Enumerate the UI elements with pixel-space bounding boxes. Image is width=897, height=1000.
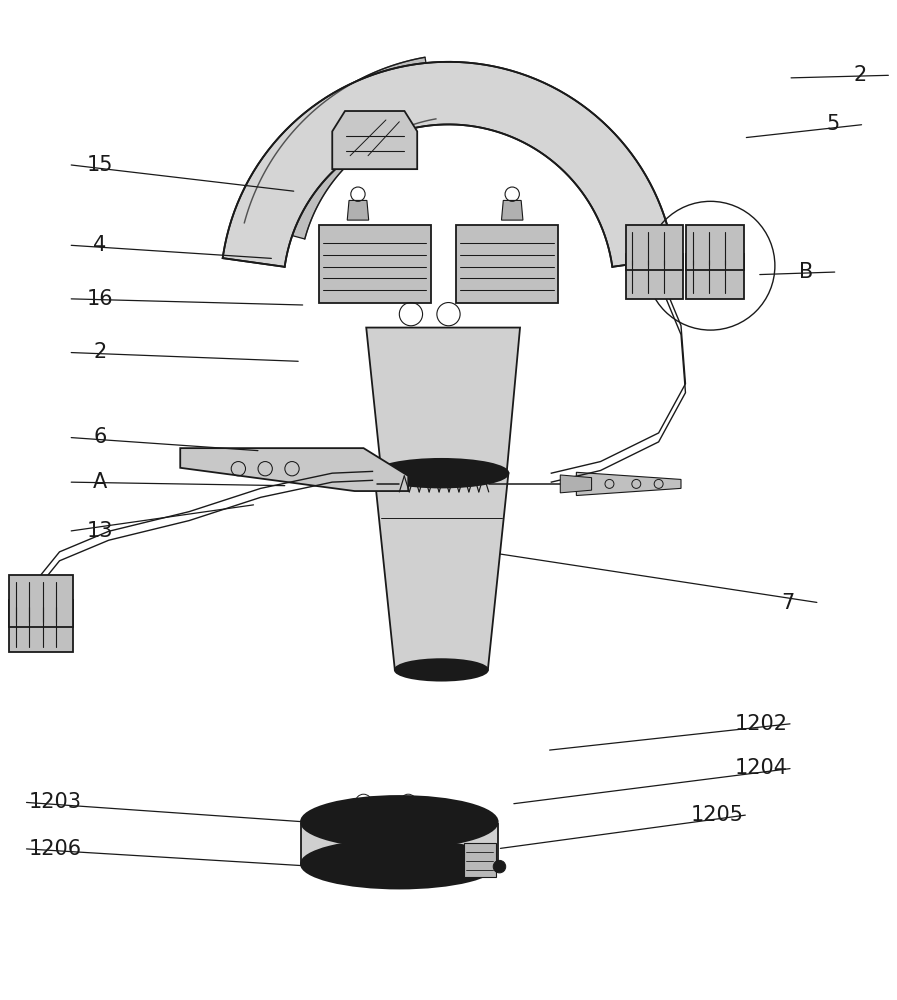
Text: 7: 7 bbox=[781, 593, 795, 613]
Text: A: A bbox=[92, 472, 107, 492]
Polygon shape bbox=[9, 600, 73, 652]
Text: 2: 2 bbox=[93, 342, 107, 362]
Polygon shape bbox=[366, 328, 520, 473]
Polygon shape bbox=[577, 472, 681, 496]
Polygon shape bbox=[625, 225, 683, 270]
Polygon shape bbox=[332, 111, 417, 169]
Polygon shape bbox=[625, 254, 683, 299]
Text: 1203: 1203 bbox=[29, 792, 82, 812]
Ellipse shape bbox=[301, 796, 498, 848]
Text: 13: 13 bbox=[86, 521, 113, 541]
Polygon shape bbox=[501, 200, 523, 220]
Text: 1205: 1205 bbox=[691, 805, 744, 825]
Text: B: B bbox=[799, 262, 814, 282]
Ellipse shape bbox=[395, 659, 488, 681]
Text: 5: 5 bbox=[826, 114, 840, 134]
Polygon shape bbox=[318, 225, 431, 303]
Text: 6: 6 bbox=[93, 427, 107, 447]
Polygon shape bbox=[9, 575, 73, 627]
Polygon shape bbox=[222, 62, 675, 267]
Polygon shape bbox=[686, 225, 744, 270]
Ellipse shape bbox=[323, 797, 475, 836]
Text: 2: 2 bbox=[853, 65, 867, 85]
Polygon shape bbox=[456, 225, 559, 303]
Polygon shape bbox=[686, 254, 744, 299]
Text: 1204: 1204 bbox=[735, 758, 788, 778]
Text: 16: 16 bbox=[86, 289, 113, 309]
Polygon shape bbox=[301, 824, 498, 864]
Polygon shape bbox=[374, 473, 509, 670]
Text: 4: 4 bbox=[93, 235, 107, 255]
Ellipse shape bbox=[374, 459, 509, 487]
Text: 1206: 1206 bbox=[29, 839, 82, 859]
Polygon shape bbox=[347, 200, 369, 220]
Polygon shape bbox=[180, 448, 408, 491]
Circle shape bbox=[493, 860, 506, 873]
Text: 15: 15 bbox=[86, 155, 113, 175]
Polygon shape bbox=[464, 843, 496, 877]
Text: 1202: 1202 bbox=[735, 714, 788, 734]
Polygon shape bbox=[561, 475, 592, 493]
Ellipse shape bbox=[301, 839, 498, 889]
Polygon shape bbox=[244, 57, 436, 239]
